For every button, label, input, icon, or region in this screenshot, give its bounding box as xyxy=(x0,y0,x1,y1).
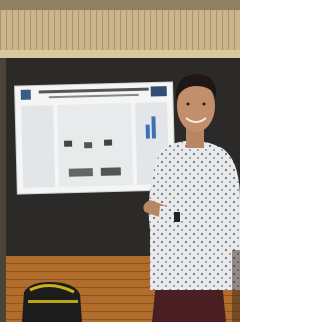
eye xyxy=(203,103,206,106)
poster-figure xyxy=(84,142,92,148)
poster-column-left xyxy=(21,105,55,188)
poster-figure xyxy=(64,141,72,147)
edge-shadow xyxy=(232,250,240,322)
poster-figure xyxy=(101,167,121,176)
eye xyxy=(187,103,190,106)
poster-figure xyxy=(104,140,112,146)
photo xyxy=(0,0,240,322)
watch xyxy=(174,212,180,222)
backpack-zip xyxy=(28,300,78,303)
page xyxy=(0,0,240,322)
wall-shadow xyxy=(0,0,240,10)
poster xyxy=(15,82,176,194)
poster-bar xyxy=(146,125,150,139)
poster-figure xyxy=(69,168,93,177)
poster-logo xyxy=(21,90,31,100)
poster-logo-right xyxy=(151,86,167,96)
board-edge xyxy=(0,58,6,322)
poster-bar xyxy=(151,116,156,138)
